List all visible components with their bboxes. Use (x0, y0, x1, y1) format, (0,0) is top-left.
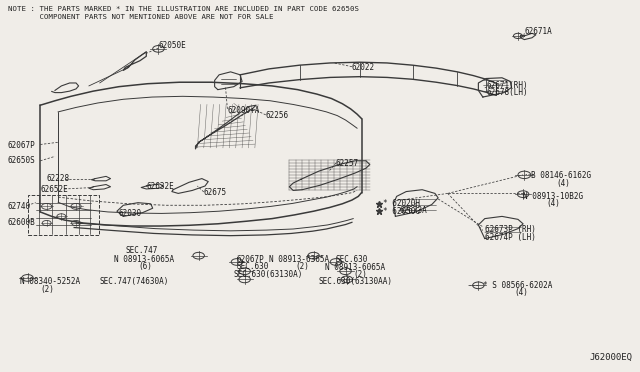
Text: * 62050G: * 62050G (383, 207, 420, 216)
Text: (2): (2) (353, 270, 367, 279)
Text: 62257: 62257 (336, 159, 359, 168)
Text: 62022: 62022 (352, 63, 375, 72)
Text: SEC.630: SEC.630 (336, 255, 369, 264)
Text: * 62020H: * 62020H (383, 199, 420, 208)
Text: NOTE : THE PARTS MARKED * IN THE ILLUSTRATION ARE INCLUDED IN PART CODE 62650S: NOTE : THE PARTS MARKED * IN THE ILLUSTR… (8, 6, 359, 12)
Text: 62678(LH): 62678(LH) (486, 88, 527, 97)
Text: (4): (4) (515, 288, 529, 297)
Text: SEC.747: SEC.747 (125, 246, 157, 255)
Text: SEC.630(63130AA): SEC.630(63130AA) (319, 277, 393, 286)
Text: SEC.630(63130A): SEC.630(63130A) (234, 270, 303, 279)
Text: 62600B: 62600B (7, 218, 35, 227)
Text: SEC.747(74630A): SEC.747(74630A) (100, 277, 169, 286)
Text: 62652E: 62652E (40, 185, 68, 194)
Text: (4): (4) (556, 179, 570, 188)
Text: (6): (6) (138, 262, 152, 271)
Text: J62000EQ: J62000EQ (590, 353, 633, 362)
Text: * S 08566-6202A: * S 08566-6202A (483, 281, 552, 290)
Text: 62067P: 62067P (7, 141, 35, 150)
Text: N 08340-5252A: N 08340-5252A (20, 277, 80, 286)
Text: 62740: 62740 (7, 202, 30, 211)
Text: SEC.630: SEC.630 (237, 262, 269, 271)
Text: (2): (2) (296, 262, 310, 271)
Text: 62050E: 62050E (159, 41, 186, 51)
Text: N 08913-6065A: N 08913-6065A (115, 255, 175, 264)
Text: N 08913-6365A: N 08913-6365A (269, 255, 329, 264)
Text: N 08913-6065A: N 08913-6065A (325, 263, 385, 272)
Text: 62671(RH): 62671(RH) (486, 81, 527, 90)
Text: 62673A: 62673A (400, 206, 428, 215)
Text: 62650S: 62650S (7, 156, 35, 165)
Text: 62632E: 62632E (147, 182, 174, 190)
Text: 62067P: 62067P (237, 255, 265, 264)
Text: 62675: 62675 (204, 188, 227, 197)
Text: 62673P (RH): 62673P (RH) (484, 225, 536, 234)
Text: 62090+A: 62090+A (227, 106, 260, 115)
Text: 62256: 62256 (266, 111, 289, 120)
Text: 62671A: 62671A (524, 26, 552, 36)
Text: 62674P (LH): 62674P (LH) (484, 232, 536, 242)
Text: COMPONENT PARTS NOT MENTIONED ABOVE ARE NOT FOR SALE: COMPONENT PARTS NOT MENTIONED ABOVE ARE … (8, 15, 274, 20)
Text: N 08913-10B2G: N 08913-10B2G (523, 192, 583, 201)
Text: (2): (2) (40, 285, 54, 294)
Text: (4): (4) (547, 199, 561, 208)
Text: B 08146-6162G: B 08146-6162G (531, 171, 591, 180)
Text: 62228: 62228 (47, 174, 70, 183)
Text: 62030: 62030 (119, 209, 142, 218)
